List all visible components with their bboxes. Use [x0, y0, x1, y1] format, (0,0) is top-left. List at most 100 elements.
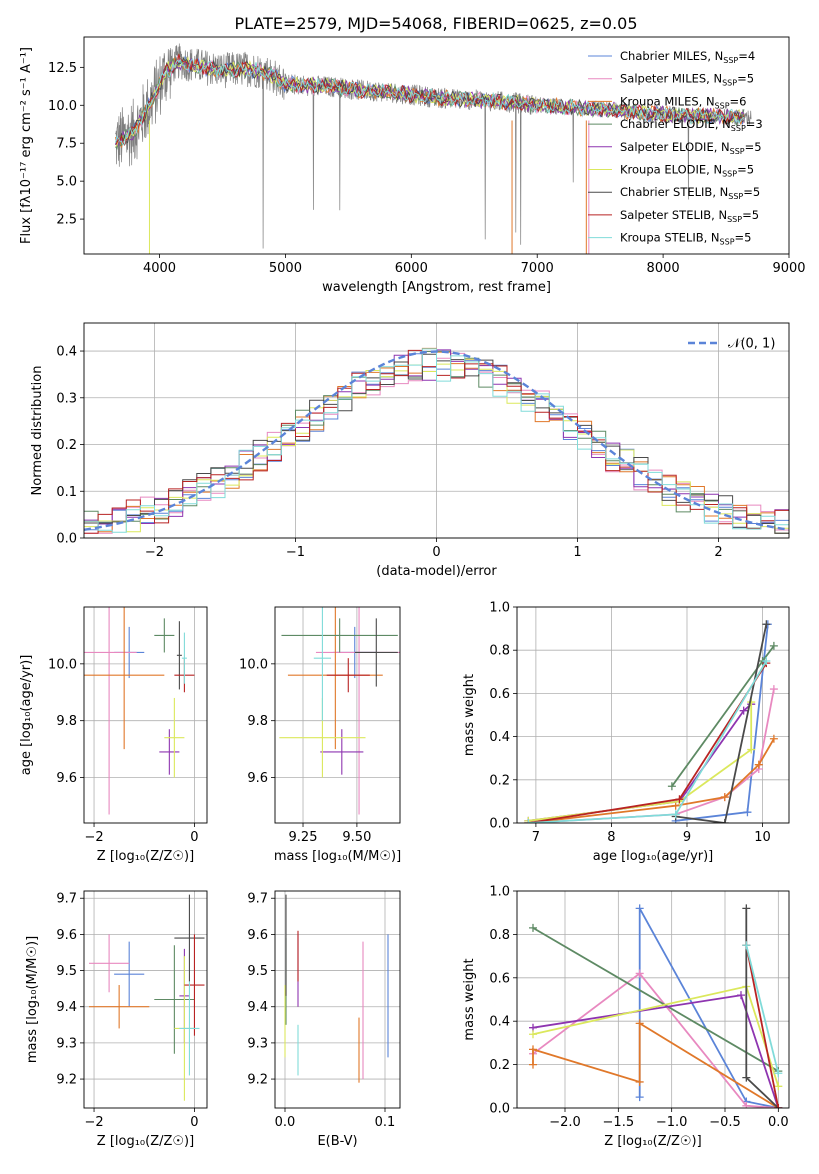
figure-title: PLATE=2579, MJD=54068, FIBERID=0625, z=0…	[234, 14, 637, 33]
z-mass-grid	[84, 891, 207, 1108]
residuals-xtick-label: 2	[714, 545, 722, 560]
mass-age-plot-area	[279, 607, 400, 815]
legend-count: =5	[737, 163, 754, 177]
mass-weight-line	[532, 972, 779, 1108]
mass-weight-marker	[635, 969, 644, 978]
mass-age-ytick-label: 9.6	[247, 771, 268, 786]
mass-age-ytick-label: 9.8	[247, 714, 268, 729]
age-weight-xtick-label: 9	[683, 830, 691, 845]
residuals-panel: −2 −1 0 1 2 0.0 0.1 0.2 0.3 0.4 (data-model)/error…	[30, 322, 790, 579]
mass-age-xlabel: mass [log₁₀(M/M☉)]	[274, 849, 401, 864]
age-weight-ytick-label: 0.4	[489, 730, 510, 745]
spectrum-plot-area	[115, 43, 752, 254]
z-weight-frame	[516, 890, 790, 1109]
age-weight-ytick-label: 0.2	[489, 773, 510, 788]
legend-label: Chabrier ELODIE, NSSP=3	[620, 117, 763, 133]
spectrum-xtick-label: 7000	[521, 261, 554, 276]
z-mass-ytick-label: 9.4	[56, 1000, 77, 1015]
mass-age-frame	[274, 606, 401, 824]
legend-label: Kroupa STELIB, NSSP=5	[620, 231, 751, 247]
residuals-xtick-label: −2	[145, 545, 164, 560]
legend-count: =5	[742, 208, 759, 222]
z-weight-xtick-label: −2.0	[549, 1115, 581, 1130]
legend-subscript: SSP	[722, 79, 737, 88]
z-weight-xtick-label: −1.0	[656, 1115, 688, 1130]
normal-curve	[84, 350, 789, 531]
legend-subscript: SSP	[722, 170, 737, 179]
legend-label: Salpeter MILES, NSSP=5	[620, 72, 754, 88]
residuals-xtick-label: 1	[573, 545, 581, 560]
mass-weight-marker	[739, 706, 748, 715]
z-age-panel: −2 0 9.6 9.8 10.0 Z [log₁₀(Z/Z☉)] age [log₁₀(a…	[19, 606, 208, 864]
mass-weight-line	[638, 907, 779, 1108]
mass-weight-line	[528, 738, 775, 823]
z-mass-plot-area	[89, 894, 205, 1101]
ebv-mass-frame	[274, 890, 401, 1109]
mass-weight-marker	[529, 1030, 537, 1039]
z-age-frame	[83, 606, 208, 824]
spectrum-ytick-label: 10.0	[48, 99, 77, 114]
plots-layer: 4000 5000 6000 7000 8000 90002.55.07.510.012.…	[19, 36, 806, 1149]
mass-weight-line	[528, 702, 753, 822]
legend-label: Kroupa MILES, NSSP=6	[620, 94, 746, 110]
z-mass-xtick-label: 0	[190, 1115, 198, 1130]
z-weight-xtick-label: −0.5	[709, 1115, 741, 1130]
z-weight-ylabel: mass weight	[462, 958, 477, 1040]
legend-subscript: SSP	[730, 147, 745, 156]
mass-weight-marker	[524, 819, 533, 823]
mass-weight-marker	[529, 1045, 537, 1054]
mass-weight-marker	[742, 1101, 751, 1108]
age-weight-frame	[516, 606, 790, 824]
ebv-mass-ytick-label: 9.2	[247, 1073, 268, 1088]
legend-subscript: SSP	[723, 56, 738, 65]
mass-weight-marker	[774, 1069, 783, 1078]
ebv-mass-xlabel: E(B-V)	[317, 1134, 357, 1149]
mass-weight-marker	[774, 1104, 783, 1108]
spectrum-ytick-label: 12.5	[48, 61, 77, 76]
mass-weight-marker	[720, 819, 729, 823]
legend-label: Salpeter STELIB, NSSP=5	[620, 208, 759, 224]
residuals-ytick-label: 0.1	[56, 485, 77, 500]
z-age-ylabel: age [log₁₀(age/yr)]	[19, 655, 34, 776]
spectrum-xtick-label: 9000	[772, 261, 805, 276]
z-weight-ytick-label: 0.6	[489, 971, 510, 986]
ebv-mass-ytick-label: 9.5	[247, 964, 268, 979]
z-weight-grid	[517, 890, 789, 1109]
legend-label: Chabrier MILES, NSSP=4	[620, 49, 755, 65]
ebv-mass-xtick-label: 0.1	[375, 1115, 396, 1130]
mass-weight-marker	[635, 904, 644, 913]
residuals-frame	[83, 322, 790, 539]
residuals-xtick-label: 0	[432, 545, 440, 560]
age-weight-ylabel: mass weight	[462, 674, 477, 756]
residuals-xlabel: (data-model)/error	[376, 564, 497, 579]
ebv-mass-grid	[275, 891, 400, 1108]
spectrum-ylabel: Flux [fλ10⁻¹⁷ erg cm⁻² s⁻¹ A⁻¹]	[19, 47, 34, 244]
z-age-plot-area	[84, 607, 195, 815]
legend-label: Chabrier STELIB, NSSP=5	[620, 185, 760, 201]
z-mass-panel: −2 0 9.2 9.3 9.4 9.5 9.6 9.7 Z [log₁₀(Z/Z☉)] mass…	[25, 890, 208, 1149]
z-mass-ytick-label: 9.6	[56, 928, 77, 943]
legend-subscript: SSP	[720, 238, 735, 247]
mass-weight-marker	[762, 620, 771, 629]
ebv-mass-ytick-label: 9.3	[247, 1036, 268, 1051]
spectrum-frame	[83, 36, 790, 255]
mass-weight-marker	[667, 782, 676, 791]
mass-weight-marker	[762, 657, 771, 665]
age-weight-xtick-label: 8	[607, 830, 615, 845]
age-weight-xlabel: age [log₁₀(age/yr)]	[593, 849, 714, 864]
legend-label: 𝒩(0, 1)	[728, 337, 775, 352]
legend-count: =5	[735, 231, 752, 245]
spectrum-ytick-label: 5.0	[56, 175, 77, 190]
z-weight-ytick-label: 1.0	[489, 885, 510, 900]
ebv-mass-ytick-label: 9.7	[247, 892, 268, 907]
z-weight-panel: −2.0 −1.5 −1.0 −0.5 0.0 0.0 0.2 0.4 0.6 0.8 1.0 Z […	[462, 885, 790, 1149]
legend-count: =5	[743, 185, 760, 199]
z-mass-ytick-label: 9.3	[56, 1036, 77, 1051]
mass-age-xtick-label: 9.50	[342, 830, 371, 845]
mass-weight-marker	[737, 991, 745, 1000]
spectrum-xlabel: wavelength [Angstrom, rest frame]	[322, 280, 551, 295]
z-weight-xtick-label: −1.5	[603, 1115, 635, 1130]
z-weight-ytick-label: 0.0	[489, 1102, 510, 1117]
z-mass-ytick-label: 9.7	[56, 892, 77, 907]
